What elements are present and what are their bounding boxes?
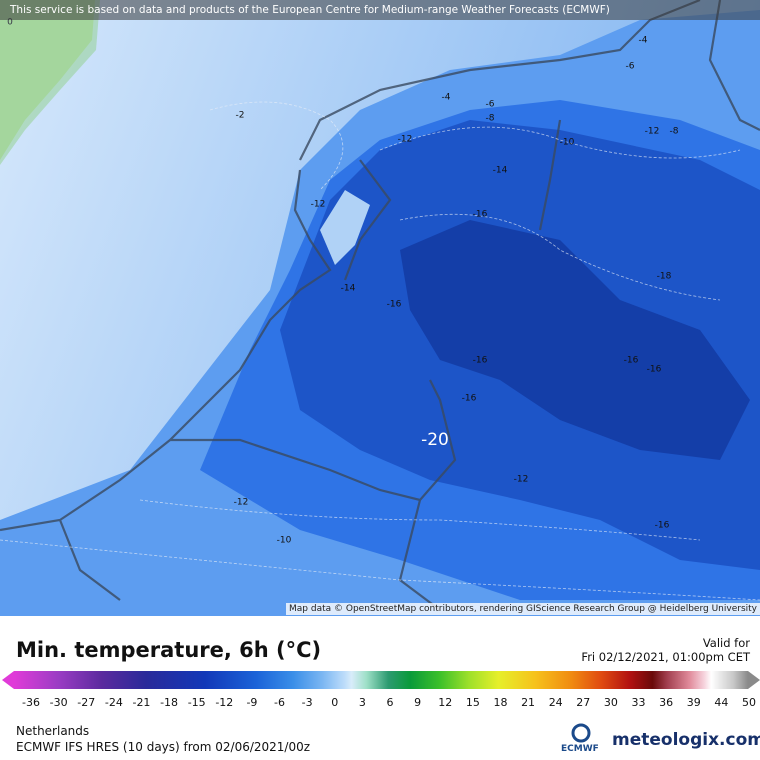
colorbar-tick-label: -6 [274, 696, 286, 709]
contour-label: -12 [514, 475, 529, 485]
colorbar-tick-label: -24 [104, 696, 123, 709]
land-patch [0, 0, 100, 165]
colorbar-tick-label: 21 [521, 696, 536, 709]
colorbar-tick-label: 30 [603, 696, 618, 709]
coastlines [0, 0, 760, 611]
colorbar-arrow-right [748, 671, 760, 689]
model-run: ECMWF IFS HRES (10 days) from 02/06/2021… [16, 740, 311, 754]
colorbar-tick-label: 39 [686, 696, 701, 709]
contour-label: -16 [473, 356, 488, 366]
contour-label: -2 [236, 111, 245, 121]
contour-label: -4 [442, 93, 451, 103]
valid-time: Valid for Fri 02/12/2021, 01:00pm CET [581, 636, 750, 664]
valid-date: Fri 02/12/2021, 01:00pm CET [581, 650, 750, 664]
region-name: Netherlands [16, 724, 90, 738]
contour-label: 0 [7, 18, 13, 28]
colorbar-tick-label: 12 [438, 696, 453, 709]
colorbar-tick-label: 50 [742, 696, 756, 709]
contour-label: -4 [639, 36, 648, 46]
contour-label: -14 [493, 166, 508, 176]
contour-label: -16 [655, 521, 670, 531]
contour-label: -12 [398, 135, 413, 145]
colorbar-tick-label: -15 [187, 696, 206, 709]
contour-label: -6 [626, 62, 635, 72]
colorbar-tick-label: -30 [49, 696, 68, 709]
colorbar-tick-label: -12 [215, 696, 234, 709]
colorbar-tick-label: 44 [714, 696, 729, 709]
colorbar-tick-label: -36 [22, 696, 40, 709]
contour-label: -14 [341, 284, 356, 294]
colorbar-tick-label: 15 [465, 696, 480, 709]
contour-label: -16 [387, 300, 402, 310]
colorbar-tick-label: -3 [301, 696, 313, 709]
colorbar-tick-label: 3 [358, 696, 366, 709]
contour-label: -16 [647, 365, 662, 375]
contour-label: -16 [473, 210, 488, 220]
colorbar-tick-label: 24 [548, 696, 563, 709]
contour-label: -12 [234, 498, 249, 508]
contour-label: -6 [486, 100, 495, 110]
contour-label: -18 [657, 272, 672, 282]
contour-label: -16 [624, 356, 639, 366]
colorbar-tick-label: -18 [160, 696, 179, 709]
contour-labels: 0 -4 -6 -4 -6 -8 -2 -12 -10 -12 -8 -14 -12 -16 -18 -14 -… [7, 18, 679, 546]
contour-label: -10 [560, 138, 575, 148]
colorbar-tick-label: 27 [576, 696, 591, 709]
valid-label: Valid for [702, 636, 750, 650]
contour-label: -16 [462, 394, 477, 404]
isotherms [0, 101, 760, 601]
colorbar-tick-label: 36 [659, 696, 674, 709]
contour-label: -10 [277, 536, 292, 546]
colorbar-tick-label: -27 [77, 696, 96, 709]
product-title: Min. temperature, 6h (°C) [16, 638, 322, 662]
coldest-area [400, 220, 750, 460]
colorbar-tick-label: 0 [331, 696, 339, 709]
colorbar-tick-label: 33 [631, 696, 646, 709]
brand-logo[interactable]: meteologix.com [612, 730, 760, 750]
contour-label: -12 [311, 200, 326, 210]
colorbar-tick-label: 6 [386, 696, 394, 709]
map-attribution: Map data © OpenStreetMap contributors, r… [286, 603, 760, 615]
contour-label: -8 [486, 114, 495, 124]
contour-label: -20 [421, 430, 449, 450]
ecmwf-logo-icon [571, 723, 591, 743]
ecmwf-logo-text: ECMWF [561, 744, 599, 754]
colorbar-tick-label: -21 [132, 696, 151, 709]
contour-label: -12 [645, 127, 660, 137]
colorbar-arrow-left [2, 671, 14, 689]
colorbar-tick-label: 18 [493, 696, 508, 709]
map: 0 -4 -6 -4 -6 -8 -2 -12 -10 -12 -8 -14 -12 -16 -18 -14 -… [0, 0, 760, 616]
data-source-banner: This service is based on data and produc… [0, 0, 760, 20]
colorbar-tick-label: 9 [414, 696, 422, 709]
contour-label: -8 [670, 127, 679, 137]
colorbar-ticks: -36 -30 -27 -24 -21 -18 -15 -12 -9 -6 -3 0 3 6 9 12 15 18… [0, 696, 760, 710]
warm-pocket [320, 190, 370, 265]
colorbar [14, 671, 748, 689]
colorbar-tick-label: -9 [246, 696, 258, 709]
